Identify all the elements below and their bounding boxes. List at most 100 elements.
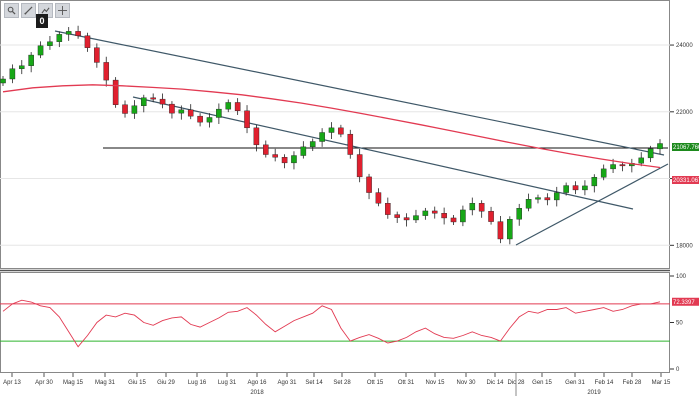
candle-body [460, 209, 466, 223]
candle-body [281, 156, 288, 164]
moving-average-line [2, 84, 661, 169]
candle-body [84, 35, 91, 48]
candle-body [9, 68, 16, 80]
price-tick-label: 18000 [676, 243, 693, 249]
candle-body [572, 185, 579, 191]
annotate-icon[interactable] [21, 3, 36, 18]
candle-body [263, 144, 269, 155]
candle-body [469, 203, 476, 211]
time-tick-label: Gen 15 [532, 380, 552, 386]
candle-body [18, 65, 25, 69]
time-tick-label: Set 28 [333, 380, 351, 386]
time-tick-label: Giu 29 [157, 380, 175, 386]
candle-body [65, 31, 72, 35]
candle-body [422, 210, 429, 216]
candle-body [169, 103, 175, 114]
time-tick-label: Ott 31 [398, 380, 415, 386]
time-tick-label: Nov 30 [456, 380, 476, 386]
candle-body [319, 132, 325, 142]
candle-body [37, 45, 44, 56]
value-tag-box [672, 297, 699, 306]
candle-body [159, 98, 166, 105]
candle-body [272, 154, 278, 158]
candle-body [225, 102, 232, 110]
candle-body [366, 176, 372, 193]
candle-body [619, 164, 626, 167]
candle-body [0, 78, 6, 84]
candle-body [507, 219, 513, 240]
candle-body [75, 31, 81, 36]
candle-body [610, 164, 616, 170]
candle-body [591, 177, 598, 187]
candle-body [497, 221, 504, 240]
candle-body [178, 109, 185, 114]
candle-body [291, 155, 297, 164]
candle-body [234, 102, 241, 112]
zoom-icon[interactable] [4, 3, 19, 18]
oscillator-path [2, 299, 661, 348]
candle-body [216, 108, 222, 118]
value-tag-box [672, 176, 699, 184]
candle-body [338, 127, 344, 135]
candle-body [356, 154, 363, 178]
oscillator-line [2, 299, 661, 348]
oscillator-axis: 0 50 100 72.3397 [670, 274, 699, 373]
price-value-tag: 20331.0670 [672, 176, 700, 184]
time-tick-label: Gen 31 [565, 380, 585, 386]
candle-body [375, 192, 382, 204]
candle-body [535, 197, 541, 200]
oscillator-tick-label: 0 [676, 367, 680, 373]
candle-body [450, 217, 457, 223]
candle-body [563, 185, 569, 193]
chart-frame [0, 0, 670, 373]
candle-body [122, 104, 128, 114]
candle-body [56, 34, 63, 42]
candle-body [300, 146, 307, 156]
moving-average-path [2, 84, 661, 169]
candle-body [525, 199, 532, 209]
candle-body [131, 105, 138, 114]
time-tick-label: Mag 15 [63, 380, 84, 386]
candle-body [187, 109, 194, 117]
time-tick-label: Apr 30 [35, 380, 53, 386]
oscillator-tick-label: 100 [676, 274, 687, 280]
candlestick-series [0, 25, 663, 245]
time-tick-label: Apr 13 [3, 380, 21, 386]
candle-body [347, 133, 354, 155]
time-tick-label: Mar 15 [652, 380, 671, 386]
candle-body [394, 214, 400, 218]
candle-body [413, 215, 419, 221]
oscillator-grid [0, 303, 670, 342]
candle-body [600, 168, 607, 178]
candle-body [141, 97, 147, 106]
candle-body [47, 41, 53, 46]
time-tick-label: Giu 15 [128, 380, 146, 386]
candle-body [28, 54, 34, 66]
year-label: 2018 [250, 390, 264, 396]
candle-body [253, 127, 260, 146]
time-axis: Apr 13 Apr 30 Mag 15 Mag 31 Giu 15 Giu 29 Lug … [3, 373, 671, 396]
price-value-tags: 21067.7600 20331.0670 [672, 143, 700, 184]
candle-body [94, 47, 100, 63]
time-tick-label: Nov 15 [425, 380, 445, 386]
value-tag-box [672, 143, 699, 151]
candle-body [197, 115, 203, 123]
oscillator-value-tag: 72.3397 [672, 297, 699, 306]
status-badge: 0 [36, 14, 48, 28]
candle-body [150, 97, 156, 100]
crosshair-icon[interactable] [55, 3, 70, 18]
time-tick-label: Lug 31 [218, 380, 237, 386]
candle-body [206, 117, 213, 123]
candle-body [403, 217, 410, 221]
time-tick-label: Feb 28 [623, 380, 642, 386]
value-tag-label: 21067.7600 [673, 145, 700, 151]
candle-body [488, 211, 494, 222]
value-tag-label: 20331.0670 [673, 178, 700, 184]
candle-body [553, 192, 560, 201]
oscillator-tick-label: 50 [676, 321, 683, 327]
price-grid [0, 44, 670, 246]
year-label: 2019 [587, 390, 601, 396]
candle-body [582, 185, 588, 191]
time-tick-label: Ott 15 [367, 380, 384, 386]
candle-body [103, 62, 110, 81]
